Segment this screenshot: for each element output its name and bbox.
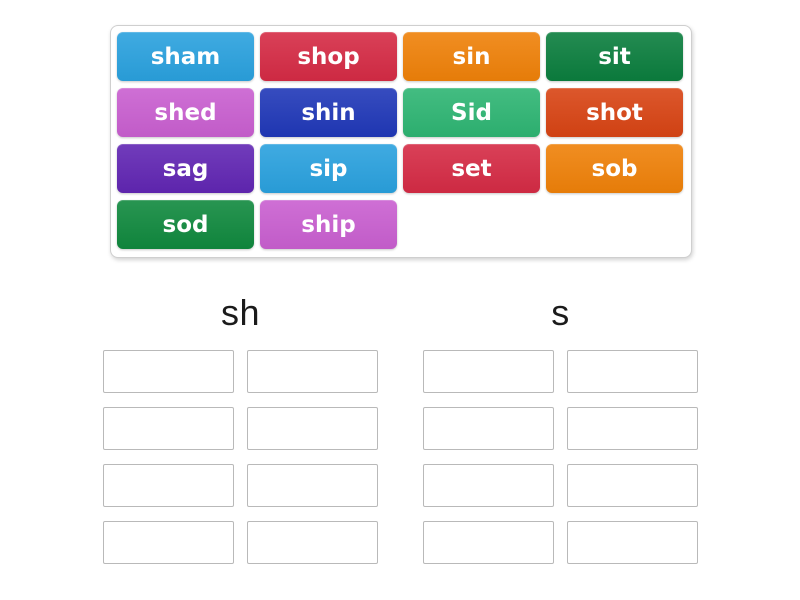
- word-bank: sham shop sin sit shed shin Sid shot sag sip set so…: [110, 25, 692, 258]
- drop-slot[interactable]: [247, 464, 378, 507]
- word-tile-sham[interactable]: sham: [117, 32, 254, 81]
- word-tile-sob[interactable]: sob: [546, 144, 683, 193]
- word-tile-label: shed: [154, 99, 217, 126]
- word-tile-label: sod: [162, 211, 209, 238]
- drop-slot[interactable]: [247, 521, 378, 564]
- word-tile-ship[interactable]: ship: [260, 200, 397, 249]
- word-tile-sit[interactable]: sit: [546, 32, 683, 81]
- drop-slot[interactable]: [103, 407, 234, 450]
- drop-slot[interactable]: [247, 350, 378, 393]
- word-tile-label: sham: [150, 43, 221, 70]
- group-s-title: s: [551, 292, 570, 333]
- drop-slot[interactable]: [567, 521, 698, 564]
- group-sh-slots: [103, 350, 378, 564]
- drop-slot[interactable]: [103, 521, 234, 564]
- word-tile-shin[interactable]: shin: [260, 88, 397, 137]
- group-s-slots: [423, 350, 698, 564]
- word-tile-sid[interactable]: Sid: [403, 88, 540, 137]
- word-tile-sod[interactable]: sod: [117, 200, 254, 249]
- drop-slot[interactable]: [103, 464, 234, 507]
- drop-slot[interactable]: [567, 407, 698, 450]
- group-sh: sh: [103, 292, 378, 564]
- drop-slot[interactable]: [423, 521, 554, 564]
- drop-slot[interactable]: [567, 464, 698, 507]
- word-tile-label: sip: [309, 155, 348, 182]
- drop-slot[interactable]: [423, 350, 554, 393]
- word-tile-label: shin: [301, 99, 356, 126]
- word-tile-label: sob: [591, 155, 638, 182]
- word-tile-label: shop: [297, 43, 360, 70]
- word-tile-shop[interactable]: shop: [260, 32, 397, 81]
- drop-slot[interactable]: [567, 350, 698, 393]
- word-tile-set[interactable]: set: [403, 144, 540, 193]
- word-tile-shed[interactable]: shed: [117, 88, 254, 137]
- word-tile-sip[interactable]: sip: [260, 144, 397, 193]
- drop-slot[interactable]: [247, 407, 378, 450]
- word-tile-sin[interactable]: sin: [403, 32, 540, 81]
- word-tile-label: Sid: [451, 99, 492, 126]
- word-tile-label: ship: [301, 211, 356, 238]
- drop-slot[interactable]: [423, 464, 554, 507]
- group-s: s: [423, 292, 698, 564]
- word-tile-label: sit: [598, 43, 631, 70]
- word-tile-sag[interactable]: sag: [117, 144, 254, 193]
- word-tile-label: sin: [452, 43, 491, 70]
- word-tile-label: sag: [162, 155, 209, 182]
- word-tile-shot[interactable]: shot: [546, 88, 683, 137]
- drop-slot[interactable]: [103, 350, 234, 393]
- word-tile-label: shot: [586, 99, 643, 126]
- drop-slot[interactable]: [423, 407, 554, 450]
- group-sh-title: sh: [220, 292, 261, 333]
- word-tile-label: set: [451, 155, 492, 182]
